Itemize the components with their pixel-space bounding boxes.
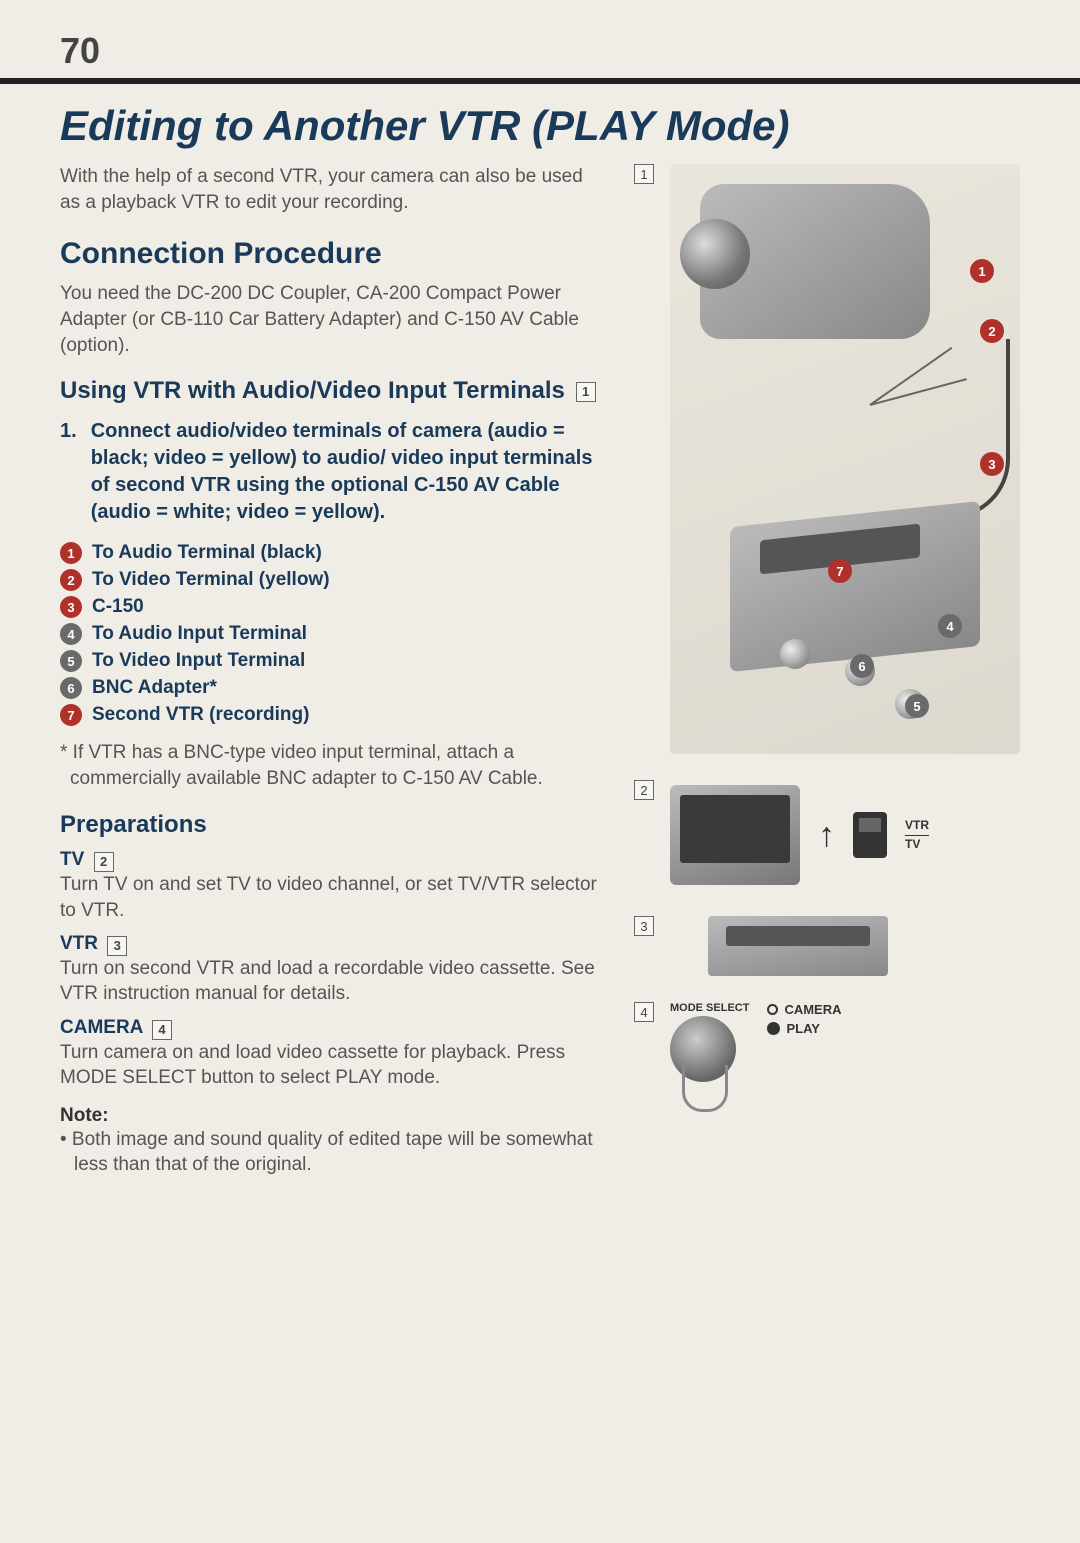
top-rule <box>0 78 1080 84</box>
legend-badge-icon: 2 <box>60 569 82 591</box>
legend-badge-icon: 5 <box>60 650 82 672</box>
callout-badge-icon: 2 <box>980 319 1004 343</box>
mode-select-label: MODE SELECT <box>670 1002 749 1014</box>
figure-1: 1 1 2 3 7 4 6 5 <box>630 164 1020 754</box>
diagram-vtr <box>708 916 888 976</box>
connection-heading: Connection Procedure <box>60 237 600 271</box>
figure-4: 4 MODE SELECT CAMERA PLAY <box>630 1002 1020 1082</box>
ref-box: 3 <box>107 936 127 956</box>
diagram-tv-switch: ↑ VTR TV <box>670 780 1010 890</box>
legend-label: To Video Input Terminal <box>92 650 305 672</box>
mode-option: PLAY <box>767 1021 841 1036</box>
ref-box: 2 <box>94 852 114 872</box>
connection-subheading: Using VTR with Audio/Video Input Termina… <box>60 376 600 406</box>
legend-label: To Video Terminal (yellow) <box>92 569 330 591</box>
legend-label: To Audio Input Terminal <box>92 623 307 645</box>
callout-badge-icon: 3 <box>980 452 1004 476</box>
switch-label-vtr: VTR <box>905 818 929 836</box>
ref-box: 4 <box>152 1020 172 1040</box>
prep-body: Turn camera on and load video cassette f… <box>60 1040 600 1091</box>
legend-item: 3 C-150 <box>60 596 600 618</box>
legend-label: C-150 <box>92 596 144 618</box>
note-label: Note: <box>60 1105 600 1127</box>
legend-list: 1 To Audio Terminal (black) 2 To Video Term… <box>60 542 600 726</box>
prep-label-text: TV <box>60 849 84 870</box>
figure-3-ref: 3 <box>634 916 654 936</box>
intro-text: With the help of a second VTR, your came… <box>60 164 600 215</box>
legend-label: To Audio Terminal (black) <box>92 542 322 564</box>
step-text: Connect audio/video terminals of camera … <box>91 418 600 526</box>
legend-badge-icon: 3 <box>60 596 82 618</box>
dot-open-icon <box>767 1004 778 1015</box>
left-column: With the help of a second VTR, your came… <box>60 164 600 1178</box>
vtr-icon <box>730 501 980 672</box>
callout-badge-icon: 1 <box>970 259 994 283</box>
callout-badge-icon: 4 <box>938 614 962 638</box>
figure-2-ref: 2 <box>634 780 654 800</box>
legend-badge-icon: 4 <box>60 623 82 645</box>
switch-labels: VTR TV <box>905 818 929 852</box>
legend-item: 7 Second VTR (recording) <box>60 704 600 726</box>
prep-label-text: CAMERA <box>60 1017 143 1038</box>
prep-body: Turn TV on and set TV to video channel, … <box>60 872 600 923</box>
legend-item: 2 To Video Terminal (yellow) <box>60 569 600 591</box>
diagram-connection: 1 2 3 7 4 6 5 <box>670 164 1020 754</box>
switch-label-tv: TV <box>905 837 929 853</box>
step-1: 1. Connect audio/video terminals of came… <box>60 418 600 526</box>
callout-badge-icon: 7 <box>828 559 852 583</box>
subheading-text: Using VTR with Audio/Video Input Termina… <box>60 377 565 404</box>
figure-3: 3 <box>630 916 1020 976</box>
connection-body: You need the DC-200 DC Coupler, CA-200 C… <box>60 281 600 358</box>
dot-filled-icon <box>767 1022 780 1035</box>
mode-dial-icon <box>670 1016 736 1082</box>
legend-item: 1 To Audio Terminal (black) <box>60 542 600 564</box>
ref-box-1: 1 <box>576 382 596 402</box>
legend-item: 5 To Video Input Terminal <box>60 650 600 672</box>
tv-icon <box>670 785 800 885</box>
callout-badge-icon: 5 <box>905 694 929 718</box>
legend-badge-icon: 1 <box>60 542 82 564</box>
prep-label-text: VTR <box>60 933 98 954</box>
figure-4-ref: 4 <box>634 1002 654 1022</box>
legend-label: BNC Adapter* <box>92 677 217 699</box>
page-title: Editing to Another VTR (PLAY Mode) <box>60 102 1020 150</box>
mode-option-label: PLAY <box>786 1021 819 1036</box>
prep-label: TV 2 <box>60 849 600 872</box>
switch-icon <box>853 812 887 858</box>
prep-body: Turn on second VTR and load a recordable… <box>60 956 600 1007</box>
cable-icon <box>920 339 1010 519</box>
mode-option: CAMERA <box>767 1002 841 1017</box>
arrow-up-icon: ↑ <box>818 816 835 855</box>
legend-badge-icon: 7 <box>60 704 82 726</box>
legend-item: 6 BNC Adapter* <box>60 677 600 699</box>
legend-item: 4 To Audio Input Terminal <box>60 623 600 645</box>
step-number: 1. <box>60 418 77 526</box>
prep-label: VTR 3 <box>60 933 600 956</box>
mode-option-label: CAMERA <box>784 1002 841 1017</box>
note-body: • Both image and sound quality of edited… <box>60 1127 600 1178</box>
legend-badge-icon: 6 <box>60 677 82 699</box>
preparations-heading: Preparations <box>60 811 600 839</box>
prep-label: CAMERA 4 <box>60 1017 600 1040</box>
figure-2: 2 ↑ VTR TV <box>630 780 1020 890</box>
connector-knob-icon <box>780 639 810 669</box>
figure-1-ref: 1 <box>634 164 654 184</box>
callout-badge-icon: 6 <box>850 654 874 678</box>
legend-label: Second VTR (recording) <box>92 704 309 726</box>
diagram-mode-select: MODE SELECT CAMERA PLAY <box>670 1002 842 1082</box>
right-column: 1 1 2 3 7 4 6 5 2 ↑ <box>630 164 1020 1178</box>
camera-lens-icon <box>680 219 750 289</box>
page-number: 70 <box>60 30 1020 72</box>
bnc-footnote: * If VTR has a BNC-type video input term… <box>60 740 600 791</box>
